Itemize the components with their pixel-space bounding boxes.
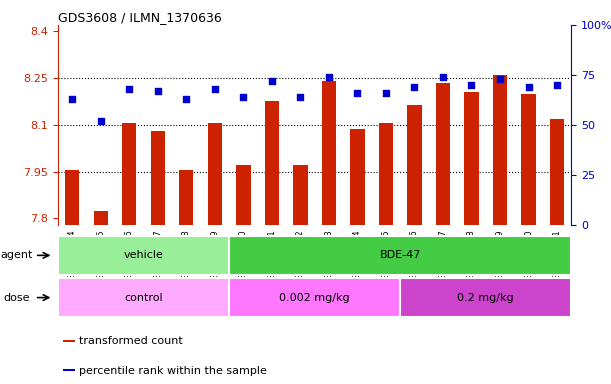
- Point: [467, 82, 477, 88]
- Point: [495, 76, 505, 82]
- Bar: [350, 129, 365, 225]
- Bar: [229, 278, 400, 317]
- Point: [181, 96, 191, 102]
- Point: [96, 118, 106, 124]
- Text: agent: agent: [0, 250, 32, 260]
- Point: [267, 78, 277, 84]
- Bar: [293, 166, 307, 225]
- Bar: [550, 119, 564, 225]
- Bar: [322, 81, 336, 225]
- Bar: [151, 131, 165, 225]
- Point: [438, 74, 448, 80]
- Bar: [229, 236, 571, 275]
- Bar: [58, 278, 229, 317]
- Point: [238, 94, 248, 100]
- Point: [125, 86, 134, 92]
- Text: control: control: [124, 293, 163, 303]
- Point: [324, 74, 334, 80]
- Point: [153, 88, 163, 94]
- Bar: [93, 210, 108, 225]
- Text: transformed count: transformed count: [79, 336, 183, 346]
- Bar: [265, 101, 279, 225]
- Point: [552, 82, 562, 88]
- Bar: [521, 94, 536, 225]
- Point: [67, 96, 77, 102]
- Text: percentile rank within the sample: percentile rank within the sample: [79, 366, 267, 376]
- Bar: [400, 278, 571, 317]
- Text: BDE-47: BDE-47: [379, 250, 421, 260]
- Bar: [179, 170, 194, 225]
- Bar: [208, 123, 222, 225]
- Bar: [379, 123, 393, 225]
- Bar: [493, 75, 507, 225]
- Bar: [122, 123, 136, 225]
- Text: vehicle: vehicle: [123, 250, 164, 260]
- Bar: [436, 83, 450, 225]
- Point: [210, 86, 220, 92]
- Text: 0.2 mg/kg: 0.2 mg/kg: [458, 293, 514, 303]
- Text: 0.002 mg/kg: 0.002 mg/kg: [279, 293, 350, 303]
- Point: [381, 90, 391, 96]
- Bar: [408, 104, 422, 225]
- Bar: [58, 236, 229, 275]
- Point: [524, 84, 533, 90]
- Bar: [65, 170, 79, 225]
- Bar: [236, 166, 251, 225]
- Text: dose: dose: [3, 293, 29, 303]
- Point: [296, 94, 306, 100]
- Bar: [63, 369, 75, 371]
- Point: [409, 84, 419, 90]
- Bar: [63, 339, 75, 342]
- Text: GDS3608 / ILMN_1370636: GDS3608 / ILMN_1370636: [58, 11, 222, 24]
- Bar: [464, 92, 478, 225]
- Point: [353, 90, 362, 96]
